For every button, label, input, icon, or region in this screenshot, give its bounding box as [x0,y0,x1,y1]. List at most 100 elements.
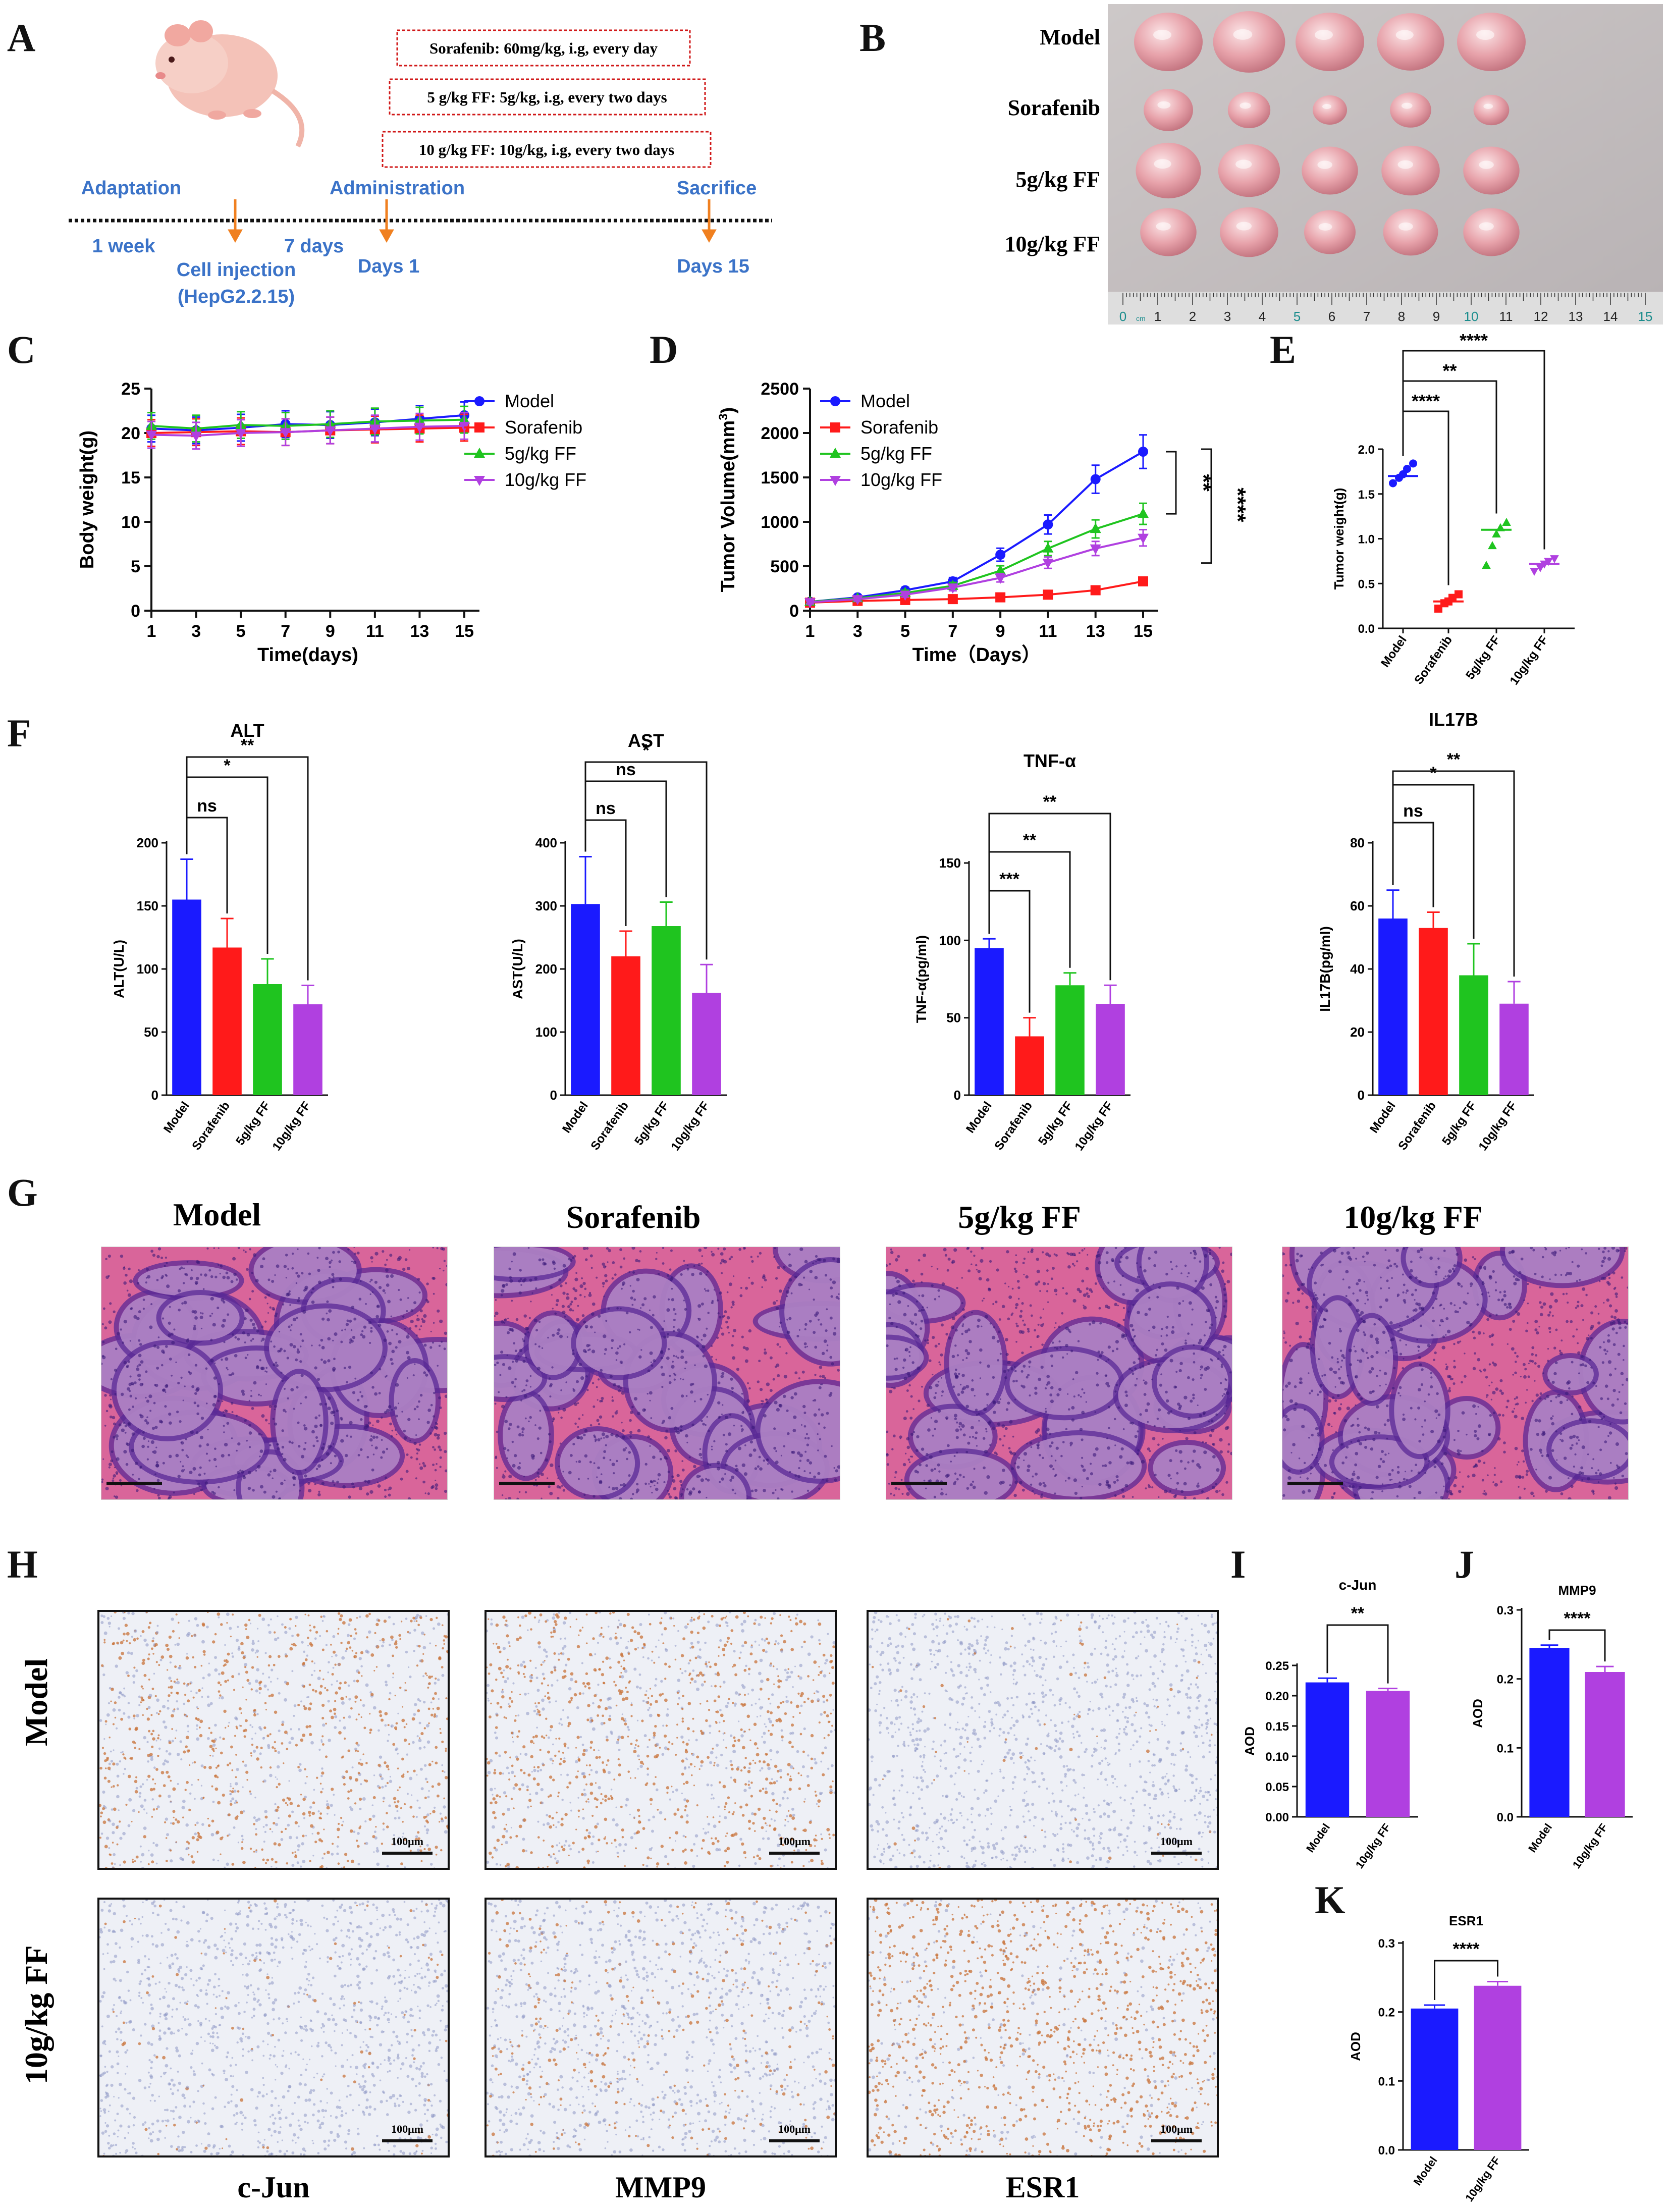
nucleus [101,1362,103,1365]
nucleus [750,1281,754,1285]
nucleus [557,1477,559,1479]
positive-nucleus [120,1641,124,1645]
nucleus [1198,1341,1201,1345]
nucleus [965,1450,968,1453]
nucleus [281,1445,285,1449]
nucleus [572,1309,574,1312]
x-tick-label: Model [1367,1099,1398,1136]
nucleus [804,1328,806,1331]
nucleus [364,1480,367,1483]
nucleus [1499,1291,1502,1293]
nucleus [1015,1322,1018,1325]
nucleus [836,1259,840,1264]
nucleus [263,1490,266,1494]
nucleus [199,1435,203,1439]
nucleus [1585,1252,1587,1255]
nucleus [821,1352,825,1356]
nucleus [1592,1492,1595,1495]
nucleus [562,1408,566,1412]
nucleus [1204,1320,1207,1323]
positive-nucleus [356,1617,358,1619]
nucleus [1417,1250,1421,1253]
nucleus [1434,1351,1437,1355]
nucleus [929,1386,933,1389]
nucleus [1038,1377,1042,1381]
nucleus [1366,1251,1369,1255]
positive-nucleus [397,1767,399,1770]
nucleus [317,1378,320,1381]
nucleus [433,1415,435,1418]
nucleus [643,1297,647,1301]
nucleus [1224,1388,1227,1391]
positive-nucleus [344,1853,348,1856]
nucleus [697,1490,701,1494]
nucleus [520,1278,522,1280]
tumor-nest [1129,1286,1212,1362]
nucleus [573,1255,576,1258]
nucleus [617,1347,619,1350]
nucleus [191,1385,195,1388]
nucleus [1551,1380,1555,1384]
nucleus [368,1321,372,1325]
nucleus [150,1303,153,1306]
nucleus [207,1429,209,1431]
nucleus [686,1441,688,1443]
nucleus [1331,1356,1334,1359]
nucleus [675,1497,678,1499]
nucleus [1096,1372,1099,1375]
nucleus [350,1435,352,1438]
nucleus [332,1251,335,1254]
nucleus [780,1454,782,1456]
nucleus [350,1329,353,1331]
nucleus [1582,1319,1584,1321]
hematoxylin-nucleus [190,1690,192,1692]
positive-nucleus [440,1849,443,1852]
nucleus [1516,1464,1519,1466]
nucleus [1081,1279,1085,1283]
nucleus [1191,1308,1194,1311]
nucleus [596,1476,598,1478]
nucleus [1229,1371,1232,1374]
nucleus [1005,1408,1009,1411]
nucleus [1541,1432,1545,1436]
nucleus [605,1434,609,1439]
nucleus [1514,1415,1518,1419]
nucleus [1323,1398,1326,1400]
nucleus [661,1422,664,1425]
nucleus [1457,1282,1460,1284]
nucleus [259,1359,261,1362]
nucleus [992,1303,995,1305]
nucleus [669,1268,672,1271]
nucleus [1333,1412,1336,1415]
nucleus [967,1328,971,1332]
nucleus [1614,1482,1617,1485]
nucleus [1537,1365,1540,1368]
bar [1378,919,1408,1095]
nucleus [1601,1260,1605,1264]
nucleus [1312,1298,1315,1300]
hematoxylin-nucleus [358,1615,361,1618]
y-tick-label: 0.0 [1358,622,1375,636]
nucleus [906,1389,909,1392]
nucleus [325,1402,328,1406]
nucleus [1355,1376,1357,1378]
nucleus [779,1404,783,1408]
nucleus [391,1429,394,1432]
nucleus [1352,1485,1355,1488]
nucleus [1050,1386,1054,1390]
nucleus [1518,1476,1522,1479]
nucleus [912,1431,916,1433]
nucleus [233,1272,237,1276]
nucleus [419,1463,421,1465]
nucleus [758,1455,761,1459]
x-tick-label: Sorafenib [189,1099,233,1151]
nucleus [1568,1387,1571,1390]
nucleus [1491,1361,1494,1364]
nucleus [1590,1324,1594,1328]
hematoxylin-nucleus [276,1778,278,1780]
nucleus [1527,1375,1530,1378]
nucleus [647,1435,651,1439]
nucleus [1521,1417,1524,1420]
positive-nucleus [404,1682,406,1684]
nucleus [1363,1333,1367,1336]
